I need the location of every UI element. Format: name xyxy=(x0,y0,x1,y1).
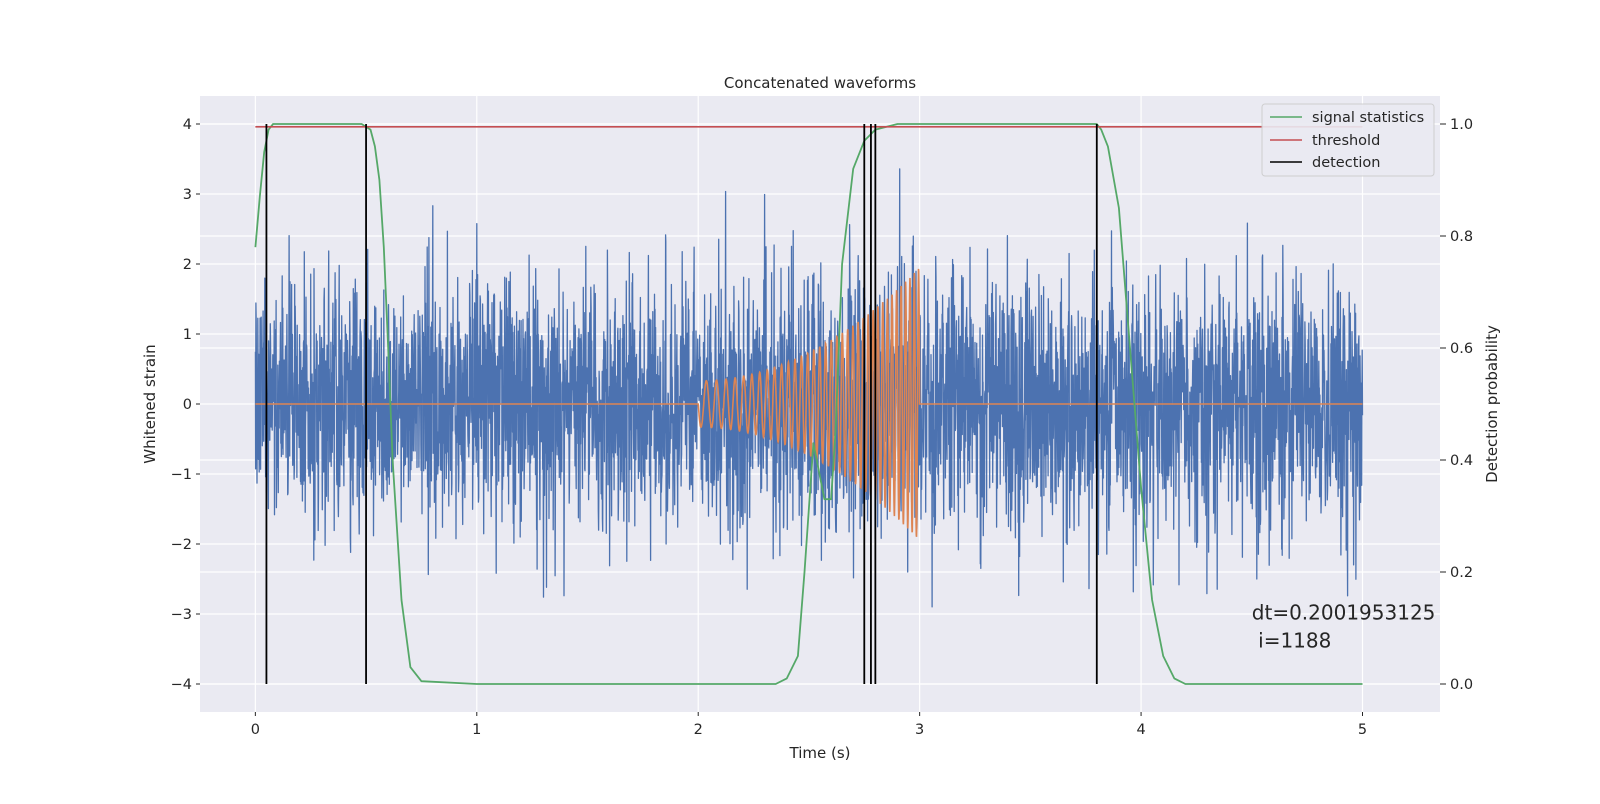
y-tick-label-2: 2 xyxy=(183,257,192,273)
y-tick-label-8: −4 xyxy=(171,677,192,693)
x-tick-label-4: 4 xyxy=(1136,722,1145,738)
x-ticks: 0 1 2 3 4 5 xyxy=(251,712,1367,738)
legend-label-detection: detection xyxy=(1312,155,1380,171)
y2-tick-label-0: 1.0 xyxy=(1450,117,1473,133)
strain-series xyxy=(254,168,1364,608)
x-axis-label: Time (s) xyxy=(789,744,851,762)
y-tick-label-4: 0 xyxy=(183,397,192,413)
y-ticks: 4 3 2 1 0 −1 −2 −3 −4 xyxy=(171,117,200,693)
y2-tick-label-3: 0.4 xyxy=(1450,453,1473,469)
y2-ticks: 1.0 0.8 0.6 0.4 0.2 0.0 xyxy=(1440,117,1473,693)
strain-line xyxy=(254,168,1364,608)
y-tick-label-5: −1 xyxy=(171,467,192,483)
y-axis-label: Whitened strain xyxy=(141,344,159,463)
y-tick-label-3: 1 xyxy=(183,327,192,343)
x-tick-label-1: 1 xyxy=(472,722,481,738)
annotation-i: i=1188 xyxy=(1252,629,1332,653)
y-tick-label-0: 4 xyxy=(183,117,192,133)
signal-statistics-series xyxy=(254,123,1363,685)
y-tick-label-7: −3 xyxy=(171,607,192,623)
x-tick-label-3: 3 xyxy=(915,722,924,738)
y-tick-label-6: −2 xyxy=(171,537,192,553)
y2-tick-label-5: 0.0 xyxy=(1450,677,1473,693)
chirp-line xyxy=(255,268,1363,537)
x-tick-label-5: 5 xyxy=(1358,722,1367,738)
chart-title: Concatenated waveforms xyxy=(724,74,916,92)
x-tick-label-0: 0 xyxy=(251,722,260,738)
legend-label-signal-statistics: signal statistics xyxy=(1312,110,1424,126)
y2-tick-label-1: 0.8 xyxy=(1450,229,1473,245)
y2-axis-label: Detection probability xyxy=(1483,325,1501,483)
y-tick-label-1: 3 xyxy=(183,187,192,203)
y2-tick-label-2: 0.6 xyxy=(1450,341,1473,357)
y2-tick-label-4: 0.2 xyxy=(1450,565,1473,581)
x-tick-label-2: 2 xyxy=(694,722,703,738)
legend-label-threshold: threshold xyxy=(1312,133,1380,149)
legend: signal statistics threshold detection xyxy=(1261,103,1435,177)
legend-box xyxy=(1261,103,1435,177)
chirp-series xyxy=(255,268,1363,537)
annotation-dt: dt=0.2001953125 xyxy=(1252,601,1436,625)
detection-series xyxy=(265,124,1098,684)
signal-statistics-line xyxy=(254,123,1363,685)
